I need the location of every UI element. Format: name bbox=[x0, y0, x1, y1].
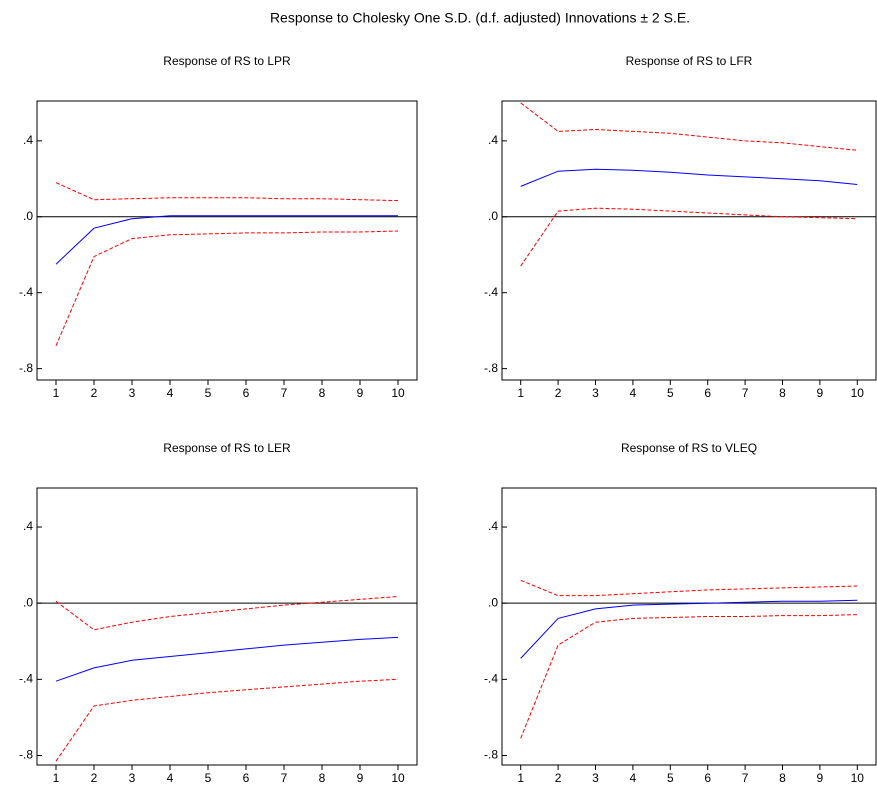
response-line bbox=[520, 614, 858, 739]
x-tick-label: 5 bbox=[205, 771, 212, 785]
plot-frame bbox=[501, 100, 877, 381]
x-tick-label: 7 bbox=[281, 771, 288, 785]
main-title: Response to Cholesky One S.D. (d.f. adju… bbox=[270, 10, 690, 26]
x-tick-label: 2 bbox=[91, 386, 98, 400]
x-tick-label: 3 bbox=[129, 386, 136, 400]
y-tick-label: -.8 bbox=[19, 748, 33, 762]
x-tick-label: 3 bbox=[592, 386, 599, 400]
x-tick-label: 8 bbox=[779, 771, 786, 785]
x-tick-label: 10 bbox=[851, 386, 865, 400]
response-line bbox=[55, 182, 399, 202]
y-tick-label: .0 bbox=[23, 595, 33, 609]
y-tick-label: .0 bbox=[488, 209, 498, 223]
x-tick-label: 1 bbox=[517, 386, 524, 400]
y-tick-label: -.4 bbox=[484, 285, 498, 299]
x-tick-label: 8 bbox=[319, 386, 326, 400]
plot-frame bbox=[501, 487, 877, 766]
x-tick-label: 6 bbox=[243, 771, 250, 785]
x-tick-label: 4 bbox=[167, 771, 174, 785]
x-tick-label: 9 bbox=[357, 386, 364, 400]
x-tick-label: 2 bbox=[91, 771, 98, 785]
y-tick-label: .4 bbox=[488, 133, 498, 147]
response-line bbox=[520, 207, 858, 267]
x-tick-label: 5 bbox=[667, 771, 674, 785]
y-tick-label: .4 bbox=[488, 519, 498, 533]
x-tick-label: 4 bbox=[630, 386, 637, 400]
x-tick-label: 7 bbox=[742, 386, 749, 400]
y-tick-label: .0 bbox=[23, 209, 33, 223]
x-tick-label: 3 bbox=[129, 771, 136, 785]
x-tick-label: 9 bbox=[817, 386, 824, 400]
x-tick-label: 10 bbox=[391, 386, 405, 400]
y-tick-label: .4 bbox=[23, 133, 33, 147]
response-line bbox=[55, 230, 399, 346]
x-tick-label: 1 bbox=[53, 771, 60, 785]
x-tick-label: 6 bbox=[704, 386, 711, 400]
response-line bbox=[520, 102, 858, 151]
response-line bbox=[55, 215, 398, 265]
panel-title: Response of RS to LER bbox=[163, 441, 291, 455]
x-tick-label: 4 bbox=[630, 771, 637, 785]
x-tick-label: 6 bbox=[243, 386, 250, 400]
response-line bbox=[520, 579, 858, 597]
response-line bbox=[520, 168, 858, 187]
x-tick-label: 9 bbox=[817, 771, 824, 785]
panel-title: Response of RS to VLEQ bbox=[621, 441, 757, 455]
x-tick-label: 4 bbox=[167, 386, 174, 400]
x-tick-label: 1 bbox=[53, 386, 60, 400]
plot-frame bbox=[36, 487, 418, 766]
panel-title: Response of RS to LPR bbox=[163, 54, 291, 68]
response-line bbox=[55, 678, 399, 762]
panel-title: Response of RS to LFR bbox=[626, 54, 753, 68]
x-tick-label: 10 bbox=[391, 771, 405, 785]
x-tick-label: 1 bbox=[517, 771, 524, 785]
y-tick-label: -.4 bbox=[19, 285, 33, 299]
x-tick-label: 6 bbox=[704, 771, 711, 785]
y-tick-label: -.8 bbox=[484, 361, 498, 375]
y-tick-label: -.4 bbox=[484, 672, 498, 686]
plot-frame bbox=[36, 100, 418, 381]
response-line bbox=[55, 636, 399, 682]
y-tick-label: -.4 bbox=[19, 672, 33, 686]
x-tick-label: 2 bbox=[555, 386, 562, 400]
x-tick-label: 3 bbox=[592, 771, 599, 785]
x-tick-label: 5 bbox=[667, 386, 674, 400]
y-tick-label: .4 bbox=[23, 519, 33, 533]
x-tick-label: 9 bbox=[357, 771, 364, 785]
x-tick-label: 7 bbox=[742, 771, 749, 785]
response-line bbox=[520, 599, 858, 659]
x-tick-label: 7 bbox=[281, 386, 288, 400]
y-tick-label: -.8 bbox=[19, 361, 33, 375]
x-tick-label: 8 bbox=[319, 771, 326, 785]
x-tick-label: 10 bbox=[851, 771, 865, 785]
y-tick-label: .0 bbox=[488, 595, 498, 609]
x-tick-label: 2 bbox=[555, 771, 562, 785]
x-tick-label: 5 bbox=[205, 386, 212, 400]
y-tick-label: -.8 bbox=[484, 748, 498, 762]
x-tick-label: 8 bbox=[779, 386, 786, 400]
response-line bbox=[55, 596, 399, 631]
